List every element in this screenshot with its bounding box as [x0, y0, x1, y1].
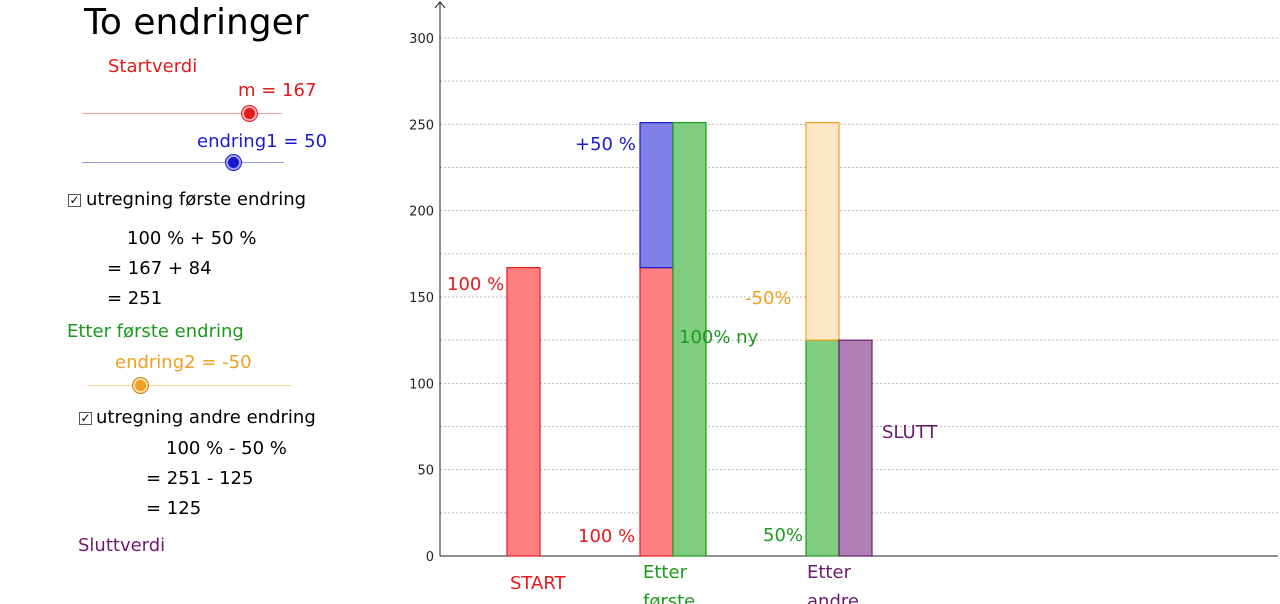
annotation-second-base-left: 50% — [763, 525, 803, 546]
slider-endring2-label: endring2 = -50 — [115, 352, 252, 373]
bar-first-base — [639, 267, 674, 557]
slider-m-handle[interactable] — [242, 106, 257, 121]
annotation-second-change-left: -50% — [745, 288, 792, 309]
after-first-label: Etter første endring — [67, 321, 244, 342]
calc1-line3: = 251 — [107, 288, 163, 309]
slider-endring1-label: endring1 = 50 — [197, 131, 328, 152]
bar-second-base — [805, 339, 840, 557]
start-value-label: Startverdi — [108, 56, 198, 77]
checkbox-first-change-label: utregning første endring — [86, 189, 307, 210]
end-value-label: Sluttverdi — [78, 535, 166, 556]
y-tick-label: 100 — [409, 377, 434, 392]
calc1-line2: = 167 + 84 — [107, 258, 212, 279]
bar-first-new — [672, 122, 707, 557]
slider-endring1-track[interactable] — [82, 162, 284, 163]
category-label: andre — [807, 591, 859, 604]
checkbox-second-change-label: utregning andre endring — [96, 407, 316, 428]
slider-endring2-handle[interactable] — [133, 378, 148, 393]
y-tick-label: 250 — [409, 118, 434, 133]
annotation-end-right: SLUTT — [882, 422, 938, 443]
checkbox-first-change[interactable]: ✓ — [68, 193, 81, 207]
y-tick-label: 300 — [409, 32, 434, 47]
y-axis-arrow — [434, 1, 446, 9]
annotation-first-change-left: +50 % — [575, 134, 636, 155]
category-label: Etter — [807, 562, 852, 583]
calc2-line3: = 125 — [146, 498, 202, 519]
annotation-first-base-left: 100 % — [578, 526, 635, 547]
slider-m-track[interactable] — [82, 113, 282, 114]
annotation-start-left: 100 % — [447, 274, 504, 295]
calc2-line1: 100 % - 50 % — [166, 438, 287, 459]
category-label: START — [510, 573, 567, 594]
calc2-line2: = 251 - 125 — [146, 468, 254, 489]
category-label: Etter — [643, 562, 688, 583]
bar-start — [506, 267, 541, 557]
category-label: første — [643, 591, 695, 604]
slider-m-label: m = 167 — [238, 80, 317, 101]
page-title: To endringer — [84, 2, 309, 43]
y-tick-label: 50 — [417, 464, 434, 479]
y-tick-label: 200 — [409, 205, 434, 220]
bar-second-change — [805, 122, 840, 341]
checkbox-second-change[interactable]: ✓ — [79, 411, 92, 425]
bar-end — [838, 339, 873, 557]
slider-endring1-handle[interactable] — [226, 155, 241, 170]
y-tick-label: 150 — [409, 291, 434, 306]
annotation-first-new-right: 100% ny — [679, 327, 759, 348]
calc1-line1: 100 % + 50 % — [127, 228, 257, 249]
bar-first-change — [639, 122, 674, 269]
y-tick-label: 0 — [426, 550, 434, 565]
slider-endring2-track[interactable] — [88, 385, 292, 386]
